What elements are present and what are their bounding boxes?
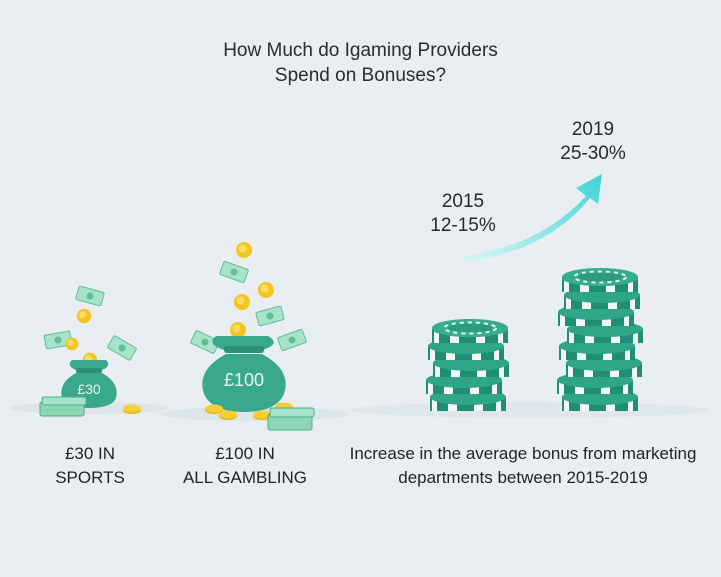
page-title: How Much do Igaming Providers Spend on B…	[0, 38, 721, 88]
casino-chip-top	[431, 318, 509, 338]
caption-sports-line-1: £30 IN	[64, 444, 116, 463]
coin-icon	[234, 294, 250, 310]
trend-arrow-icon	[464, 174, 602, 262]
coin-icon	[230, 322, 246, 338]
caption-sports: £30 IN SPORTS	[20, 442, 160, 490]
title-line-1: How Much do Igaming Providers	[223, 40, 498, 61]
caption-sports-line-2: SPORTS	[55, 468, 125, 487]
trend-end-range: 25-30%	[560, 143, 626, 164]
trend-end-year: 2019	[571, 119, 615, 140]
trend-start-range: 12-15%	[430, 215, 496, 236]
coin-icon	[219, 410, 237, 420]
banknote-icon	[276, 328, 308, 352]
bag-amount-large: £100	[224, 370, 264, 390]
banknote-icon	[106, 334, 138, 362]
caption-all-gambling-line-2: ALL GAMBLING	[182, 468, 308, 487]
casino-chip-stack-icon	[557, 267, 643, 411]
caption-chips-line-1: Increase in the average bonus from marke…	[349, 444, 697, 463]
coin-icon	[258, 282, 274, 298]
caption-all-gambling-line-1: £100 IN	[215, 444, 275, 463]
banknote-icon	[255, 305, 285, 327]
casino-chip-stack-icon	[426, 318, 509, 411]
trend-start-year: 2015	[441, 191, 485, 212]
trend-end-label: 2019 25-30%	[548, 118, 638, 166]
banknote-icon	[75, 285, 105, 307]
coin-icon	[76, 308, 92, 324]
coin-icon	[65, 337, 79, 351]
bag-amount-small: £30	[77, 381, 101, 397]
title-line-2: Spend on Bonuses?	[274, 65, 447, 86]
caption-chips-line-2: departments between 2015-2019	[398, 468, 648, 487]
caption-all-gambling: £100 IN ALL GAMBLING	[170, 442, 320, 490]
trend-start-label: 2015 12-15%	[418, 190, 508, 238]
money-bag-icon	[39, 285, 141, 417]
casino-chip-top	[561, 267, 639, 287]
coin-icon	[123, 404, 141, 414]
banknote-icon	[218, 260, 250, 284]
floor-shadow	[350, 402, 710, 418]
money-bag-icon	[189, 242, 315, 431]
coin-icon	[236, 242, 252, 258]
caption-chips: Increase in the average bonus from marke…	[328, 442, 718, 490]
